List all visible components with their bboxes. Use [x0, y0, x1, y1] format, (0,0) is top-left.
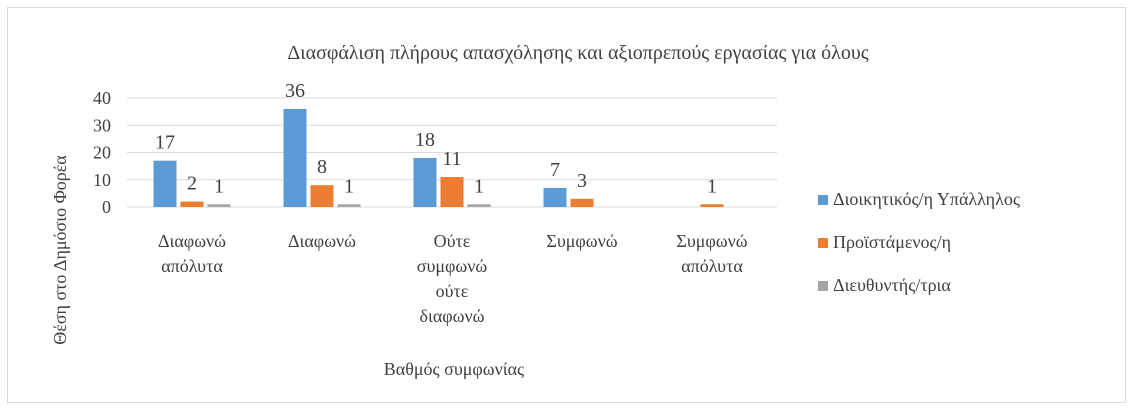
- y-tick-label: 20: [93, 143, 111, 163]
- x-tick-labels: Διαφωνώ απόλυτα Διαφωνώ Ούτε συμφωνώ ούτε διαφ…: [158, 231, 748, 326]
- x-tick-label: Συμφωνώ: [546, 231, 617, 251]
- bar: [207, 204, 231, 207]
- y-tick-labels: 0 10 20 30 40: [93, 88, 111, 217]
- x-tick-label: Ούτε συμφωνώ ούτε διαφωνώ: [417, 231, 488, 326]
- legend-swatch: [818, 280, 828, 291]
- data-label: 1: [214, 175, 224, 197]
- bars: [153, 108, 724, 207]
- data-label: 1: [344, 175, 354, 197]
- data-label: 1: [474, 175, 484, 197]
- bar: [570, 198, 594, 207]
- legend-label: Προϊστάμενος/η: [833, 232, 952, 252]
- legend-swatch: [818, 237, 828, 248]
- chart-title: Διασφάλιση πλήρους απασχόλησης και αξιοπ…: [287, 42, 868, 64]
- bar: [467, 204, 491, 207]
- x-tick-label: Συμφωνώ απόλυτα: [676, 231, 747, 276]
- bar: [180, 201, 204, 207]
- data-label: 3: [577, 170, 587, 192]
- legend-item: Διευθυντής/τρια: [818, 264, 1118, 307]
- y-tick-label: 0: [102, 197, 111, 217]
- data-label: 36: [285, 80, 305, 102]
- bar: [440, 177, 464, 207]
- bar: [337, 204, 361, 207]
- data-label: 8: [317, 156, 327, 178]
- bar: [700, 204, 724, 207]
- data-label: 18: [415, 129, 435, 151]
- bar: [310, 185, 334, 207]
- bar: [413, 157, 437, 207]
- legend: Διοικητικός/η Υπάλληλος Προϊστάμενος/η Δ…: [818, 178, 1118, 307]
- legend-label: Διευθυντής/τρια: [833, 275, 951, 295]
- data-label: 11: [442, 148, 461, 170]
- y-axis-title: Θέση στο Δημόσιο Φορέα: [50, 155, 70, 345]
- y-tick-label: 10: [93, 170, 111, 190]
- legend-item: Προϊστάμενος/η: [818, 221, 1118, 264]
- data-label: 7: [550, 159, 560, 181]
- x-tick-label: Διαφωνώ: [288, 231, 356, 251]
- legend-swatch: [818, 194, 828, 205]
- x-tick-label: Διαφωνώ απόλυτα: [158, 231, 226, 276]
- y-tick-label: 30: [93, 115, 111, 135]
- data-label: 17: [155, 132, 175, 154]
- data-label: 2: [187, 173, 197, 195]
- x-axis-title: Βαθμός συμφωνίας: [384, 359, 524, 379]
- bar: [153, 160, 177, 207]
- bar: [543, 187, 567, 207]
- data-label: 1: [707, 175, 717, 197]
- legend-label: Διοικητικός/η Υπάλληλος: [833, 189, 1020, 209]
- legend-item: Διοικητικός/η Υπάλληλος: [818, 178, 1118, 221]
- y-tick-label: 40: [93, 88, 111, 108]
- bar: [283, 108, 307, 207]
